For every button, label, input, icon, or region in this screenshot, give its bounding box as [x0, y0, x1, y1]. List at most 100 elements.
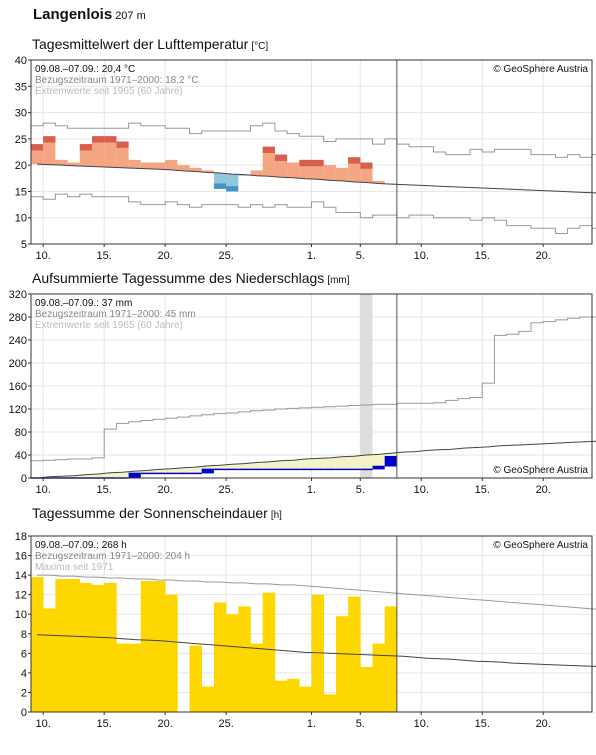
x-tick-label: 10.	[414, 484, 429, 494]
precipitation-deficit	[348, 456, 361, 470]
info-line: 09.08.–07.09.: 37 mm	[35, 298, 132, 309]
x-tick-label: 1.	[307, 484, 316, 494]
sunshine-bar	[128, 643, 142, 712]
precipitation-deficit	[287, 460, 300, 470]
x-tick-label: 5.	[356, 718, 365, 730]
precipitation-deficit	[384, 453, 397, 457]
temperature-bar-hot	[116, 141, 129, 148]
precipitation-daily-bar	[128, 473, 141, 478]
temperature-bar	[335, 167, 349, 181]
x-tick-label: 15.	[97, 718, 112, 730]
temperature-bar-hot	[348, 157, 361, 164]
y-tick-label: 18	[15, 531, 27, 543]
info-line: Extremwerte seit 1965 (60 Jahre)	[35, 320, 183, 331]
precipitation-deficit	[79, 474, 92, 478]
precipitation-deficit	[335, 456, 349, 470]
sunshine-bar	[274, 680, 288, 712]
x-tick-label: 15.	[475, 484, 490, 494]
y-tick-label: 35	[15, 81, 27, 93]
sunshine-bar	[189, 645, 202, 712]
temperature-bar	[55, 159, 68, 166]
x-tick-label: 15.	[97, 484, 112, 494]
x-tick-label: 25.	[218, 484, 233, 494]
sunshine-title: Tagessumme der Sonnenscheindauer [h]	[32, 505, 282, 521]
y-tick-label: 8	[21, 629, 27, 641]
x-tick-label: 1.	[307, 250, 316, 260]
temperature-title: Tagesmittelwert der Lufttemperatur [°C]	[32, 36, 269, 52]
y-tick-label: 20	[15, 160, 27, 172]
precipitation-daily-bar	[201, 469, 214, 474]
x-tick-label: 25.	[218, 250, 233, 260]
precipitation-deficit	[360, 455, 373, 470]
sunshine-bar	[238, 606, 251, 712]
sunshine-bar	[262, 592, 276, 712]
precipitation-normal-line	[37, 440, 596, 479]
y-tick-label: 120	[9, 404, 27, 416]
temperature-bar	[165, 159, 178, 170]
station-elevation: 207 m	[115, 10, 146, 22]
precipitation-deficit	[250, 462, 263, 470]
temperature-chart: 5 10 15 20 25 30 35 40 10. 15. 20. 25. 1. 5. 10. 15. 20.…	[15, 55, 596, 260]
x-tick-label: 10.	[36, 718, 51, 730]
precipitation-daily-bar	[372, 466, 385, 470]
station-name: Langenlois	[33, 6, 113, 23]
temperature-bar	[140, 162, 153, 169]
y-tick-label: 12	[15, 590, 27, 602]
y-tick-label: 15	[15, 186, 27, 198]
precipitation-deficit	[92, 474, 105, 478]
sunshine-bar	[213, 602, 227, 712]
info-line: 09.08.–07.09.: 20,4 °C	[35, 64, 135, 75]
y-tick-label: 25	[15, 134, 27, 146]
temperature-bar	[372, 180, 385, 184]
sunshine-bar	[311, 594, 324, 712]
precipitation-deficit	[226, 464, 239, 470]
y-tick-label: 280	[9, 312, 27, 324]
x-tick-label: 25.	[218, 718, 233, 730]
info-line: Maxima seit 1971	[35, 562, 114, 573]
y-tick-label: 200	[9, 358, 27, 370]
temperature-bar	[250, 170, 263, 176]
precipitation-deficit	[153, 469, 166, 474]
sunshine-bar	[360, 667, 373, 712]
y-tick-label: 320	[9, 289, 27, 301]
copyright-label: © GeoSphere Austria	[493, 465, 588, 476]
precipitation-unit: [mm]	[327, 275, 350, 286]
temperature-bar	[92, 136, 105, 167]
temperature-bar	[67, 162, 80, 166]
x-tick-label: 20.	[536, 484, 551, 494]
copyright-label: © GeoSphere Austria	[493, 64, 588, 75]
temperature-bar-hot	[104, 136, 117, 143]
x-tick-label: 1.	[307, 718, 316, 730]
sunshine-bar	[323, 694, 337, 712]
temperature-bar	[104, 136, 117, 168]
sunshine-unit: [h]	[270, 510, 282, 521]
precipitation-title: Aufsummierte Tagessumme des Niederschlag…	[32, 270, 350, 286]
precipitation-deficit	[165, 468, 178, 474]
y-tick-label: 10	[15, 213, 27, 225]
precipitation-deficit	[323, 457, 336, 470]
precipitation-deficit	[213, 465, 227, 470]
y-tick-label: 0	[21, 707, 27, 719]
x-tick-label: 10.	[36, 250, 51, 260]
sunshine-bar	[372, 643, 385, 712]
temperature-bar-hot	[311, 159, 324, 167]
y-tick-label: 14	[15, 570, 27, 582]
temperature-bar-hot	[79, 144, 92, 151]
precipitation-deficit	[104, 472, 117, 478]
temperature-bar-hot	[31, 144, 44, 151]
temperature-bar-cold	[213, 183, 227, 189]
precipitation-deficit	[55, 476, 68, 478]
temperature-bar-hot	[262, 146, 275, 153]
station-header: Langenlois 207 m	[33, 6, 146, 23]
copyright-label: © GeoSphere Austria	[493, 540, 588, 551]
sunshine-max-line	[37, 574, 596, 610]
x-tick-label: 10.	[414, 718, 429, 730]
temperature-bar	[128, 159, 141, 169]
sunshine-bar	[201, 686, 215, 712]
y-tick-label: 5	[21, 239, 27, 251]
temperature-bar	[287, 162, 300, 178]
temperature-bar	[43, 136, 56, 165]
y-tick-label: 16	[15, 551, 27, 563]
sunshine-bar	[79, 582, 93, 712]
sunshine-chart: 0 2 4 6 8 10 12 14 16 18 10. 15. 20. 25. 1. 5. 10. 15. 20.…	[15, 531, 596, 730]
